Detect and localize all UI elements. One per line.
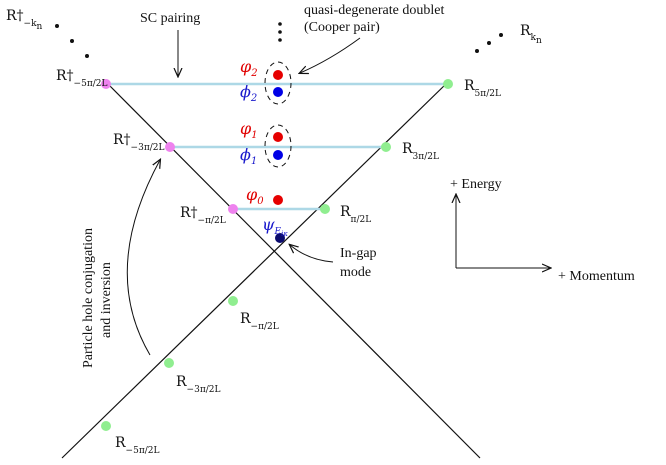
right-dot-3 bbox=[381, 142, 391, 152]
particle-hole-arrow bbox=[126, 160, 160, 356]
energy-axis-label: + Energy bbox=[450, 177, 502, 192]
svg-text:R−3π/2L: R−3π/2L bbox=[176, 374, 220, 395]
ingap-label-line1: In-gap bbox=[340, 246, 377, 261]
svg-text:R3π/2L: R3π/2L bbox=[402, 141, 439, 162]
ingap-arrow bbox=[290, 245, 334, 263]
ellipsis-top-left bbox=[55, 24, 89, 58]
label-r-1: Rπ/2L bbox=[340, 204, 371, 225]
label-r-minus-1: R−π/2L bbox=[240, 311, 279, 332]
label-r-3: R3π/2L bbox=[402, 141, 439, 162]
svg-text:R−5π/2L: R−5π/2L bbox=[115, 435, 159, 456]
state-phi1-blue-dot bbox=[273, 150, 283, 160]
state-phi1-red-dot bbox=[273, 132, 283, 142]
state-ingap-dot bbox=[275, 233, 285, 243]
svg-text:R5π/2L: R5π/2L bbox=[464, 78, 501, 99]
doublet-ellipse-1 bbox=[264, 124, 292, 168]
lower-dot-3 bbox=[164, 358, 174, 368]
sc-pairing-label: SC pairing bbox=[140, 11, 200, 26]
lower-dot-1 bbox=[228, 296, 238, 306]
doublet-label-line2: (Cooper pair) bbox=[304, 20, 380, 35]
momentum-axis-label: + Momentum bbox=[558, 269, 635, 284]
label-phi1-blue: ϕ1 bbox=[240, 145, 257, 167]
state-phi0-red-dot bbox=[273, 195, 283, 205]
label-phi2-blue: ϕ2 bbox=[240, 82, 257, 104]
label-r-kn: Rkn bbox=[520, 23, 542, 46]
left-dot-1 bbox=[228, 204, 238, 214]
label-r-dag-kn: R†−kn bbox=[6, 8, 43, 32]
state-phi2-blue-dot bbox=[273, 87, 283, 97]
right-dot-1 bbox=[320, 204, 330, 214]
label-psi-ingap: ψEiκ bbox=[262, 215, 288, 238]
lower-dot-5 bbox=[101, 421, 111, 431]
ellipsis-top-right bbox=[475, 33, 503, 53]
svg-text:R†−π/2L: R†−π/2L bbox=[180, 205, 226, 226]
label-r-dag-5: R†−5π/2L bbox=[56, 68, 107, 89]
svg-text:Rπ/2L: Rπ/2L bbox=[340, 204, 371, 225]
right-dot-5 bbox=[443, 79, 453, 89]
label-phi2-red: φ2 bbox=[240, 57, 258, 79]
doublet-ellipse-2 bbox=[264, 61, 292, 105]
state-phi2-red-dot bbox=[273, 70, 283, 80]
label-phi0-red: φ0 bbox=[246, 185, 264, 207]
left-dot-5 bbox=[101, 79, 111, 89]
label-r-dag-3: R†−3π/2L bbox=[113, 132, 164, 153]
vertical-ellipsis bbox=[278, 22, 282, 42]
svg-text:R†−kn: R†−kn bbox=[6, 8, 43, 32]
doublet-label-line1: quasi-degenerate doublet bbox=[304, 3, 444, 18]
svg-text:R†−3π/2L: R†−3π/2L bbox=[113, 132, 164, 153]
band-descending bbox=[105, 81, 481, 459]
label-r-minus-5: R−5π/2L bbox=[115, 435, 159, 456]
doublet-arrow bbox=[300, 37, 361, 73]
svg-text:R−π/2L: R−π/2L bbox=[240, 311, 279, 332]
svg-text:and inversion: and inversion bbox=[99, 262, 114, 338]
label-phi1-red: φ1 bbox=[240, 119, 258, 141]
ingap-label-line2: mode bbox=[340, 265, 371, 280]
svg-text:Rkn: Rkn bbox=[520, 23, 542, 46]
svg-text:Particle hole conjugation: Particle hole conjugation bbox=[81, 228, 96, 368]
label-r-dag-1: R†−π/2L bbox=[180, 205, 226, 226]
label-r-minus-3: R−3π/2L bbox=[176, 374, 220, 395]
left-dot-3 bbox=[165, 142, 175, 152]
svg-text:R†−5π/2L: R†−5π/2L bbox=[56, 68, 107, 89]
label-r-5: R5π/2L bbox=[464, 78, 501, 99]
particle-hole-label: Particle hole conjugation and inversion bbox=[81, 228, 114, 368]
